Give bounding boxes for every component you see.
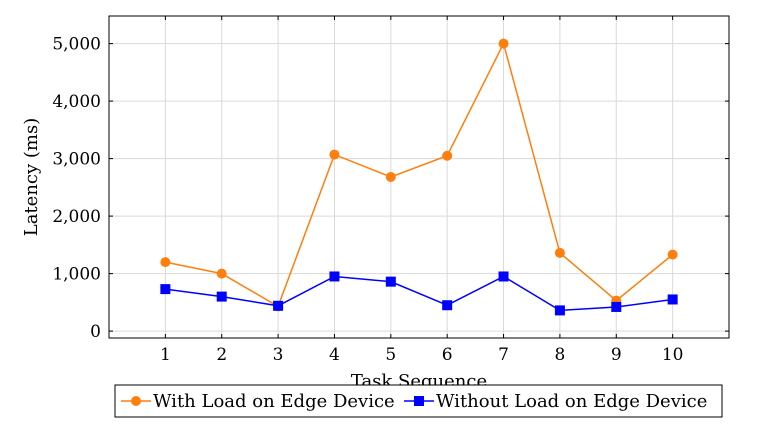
data-point — [611, 301, 622, 312]
y-tick-label: 5,000 — [52, 35, 101, 55]
series-1 — [160, 38, 678, 312]
x-tick-label: 2 — [216, 345, 227, 365]
y-tick-label: 0 — [90, 322, 101, 342]
legend-label: Without Load on Edge Device — [436, 391, 707, 412]
y-axis-title: Latency (ms) — [21, 118, 42, 237]
series-layer — [160, 38, 678, 316]
data-point — [329, 271, 340, 282]
data-point — [385, 276, 396, 287]
legend-item: Without Load on Edge Device — [404, 391, 707, 412]
data-point — [442, 300, 453, 311]
data-point — [667, 294, 678, 305]
x-tick-label: 10 — [662, 345, 684, 365]
data-point — [554, 247, 565, 258]
grid-lines — [109, 16, 729, 338]
x-tick-label: 8 — [554, 345, 565, 365]
legend-marker — [131, 396, 141, 406]
legend-marker — [414, 396, 424, 406]
y-tick-label: 1,000 — [52, 265, 101, 285]
x-tick-label: 7 — [498, 345, 509, 365]
data-point — [385, 172, 396, 182]
data-point — [160, 257, 171, 268]
x-tick-label: 4 — [329, 345, 340, 365]
x-axis-ticks: 1 2 3 4 5 6 7 8 9 10 — [160, 16, 684, 365]
x-tick-label: 3 — [273, 345, 284, 365]
x-tick-label: 5 — [385, 345, 396, 365]
data-point — [667, 249, 678, 260]
data-point — [216, 291, 227, 302]
y-tick-label: 4,000 — [52, 92, 101, 112]
legend-label: With Load on Edge Device — [153, 391, 395, 412]
data-point — [273, 300, 284, 311]
series-line — [165, 275, 673, 312]
x-tick-label: 6 — [442, 345, 453, 365]
data-point — [329, 149, 340, 160]
series-2 — [160, 271, 678, 316]
data-point — [160, 284, 171, 295]
data-point — [498, 38, 509, 49]
plot-area-frame — [108, 15, 730, 339]
x-tick-label: 1 — [160, 345, 171, 365]
series-line — [165, 41, 674, 308]
y-axis-ticks: 0 1,000 2,000 3,000 4,000 5,000 — [52, 35, 729, 342]
y-tick-label: 2,000 — [52, 207, 101, 227]
y-tick-label: 3,000 — [52, 150, 101, 170]
data-point — [216, 268, 227, 279]
data-point — [554, 305, 565, 316]
data-point — [498, 271, 509, 282]
x-tick-label: 9 — [611, 345, 622, 365]
data-point — [442, 150, 453, 161]
legend-item: With Load on Edge Device — [121, 391, 395, 412]
legend: With Load on Edge Device Without Load on … — [114, 384, 723, 418]
